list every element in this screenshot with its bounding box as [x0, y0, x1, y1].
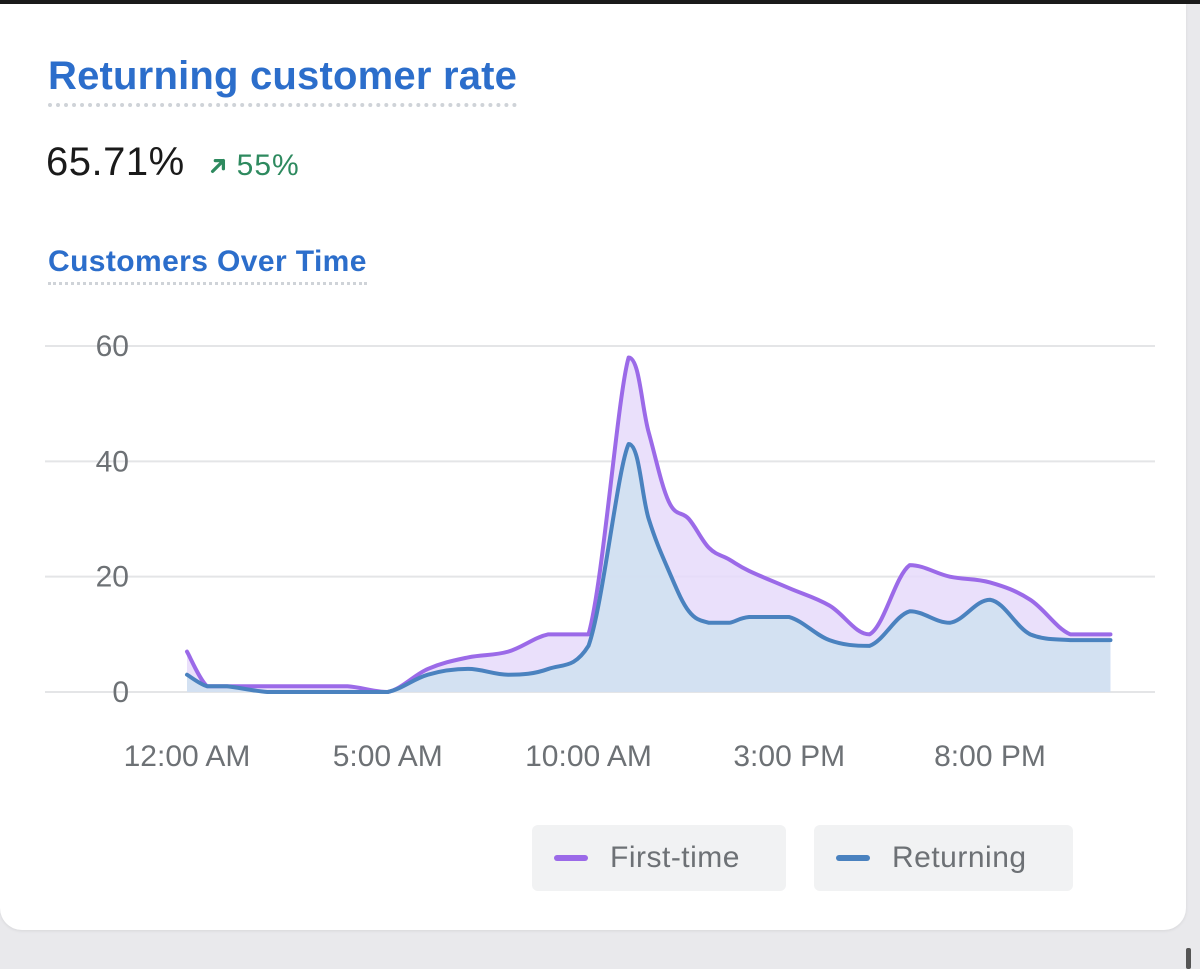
legend-swatch — [835, 855, 870, 861]
y-tick-label: 20 — [96, 561, 129, 594]
series-line-first-time — [185, 355, 1113, 694]
legend-swatch — [554, 855, 588, 861]
top-edge — [0, 0, 1200, 4]
metric-row: 65.71% 55% — [46, 140, 300, 185]
x-tick-label: 8:00 PM — [934, 740, 1046, 773]
metric-value: 65.71% — [46, 140, 185, 184]
y-tick-label: 40 — [96, 445, 129, 478]
legend-item-returning[interactable]: Returning — [813, 825, 1073, 891]
y-tick-label: 0 — [112, 676, 129, 709]
x-tick-label: 12:00 AM — [124, 740, 251, 773]
chart-title[interactable]: Customers Over Time — [48, 244, 367, 285]
y-tick-label: 60 — [96, 330, 129, 363]
customers-over-time-chart: 0 20 40 60 12:00 AM 5:00 AM 10:00 AM 3:00 PM 8:0… — [45, 330, 1155, 773]
metric-title[interactable]: Returning customer rate — [48, 52, 518, 107]
legend-label: First-time — [610, 841, 740, 874]
plot-area — [185, 355, 1113, 694]
chart-legend: First-time Returning — [532, 825, 1073, 891]
metric-card: Returning customer rate 65.71% 55% Custo… — [0, 4, 1186, 930]
series-area-returning — [187, 444, 1111, 692]
scroll-indicator — [1186, 948, 1191, 969]
x-tick-label: 3:00 PM — [733, 740, 845, 773]
x-tick-label: 5:00 AM — [333, 740, 443, 773]
arrow-up-right-icon — [210, 158, 225, 174]
x-tick-label: 10:00 AM — [525, 740, 652, 773]
metric-change-value: 55% — [236, 149, 300, 182]
series-line-returning — [185, 442, 1113, 694]
legend-item-first-time[interactable]: First-time — [532, 825, 786, 891]
legend-label: Returning — [891, 841, 1027, 874]
metric-change: 55% — [209, 149, 300, 183]
